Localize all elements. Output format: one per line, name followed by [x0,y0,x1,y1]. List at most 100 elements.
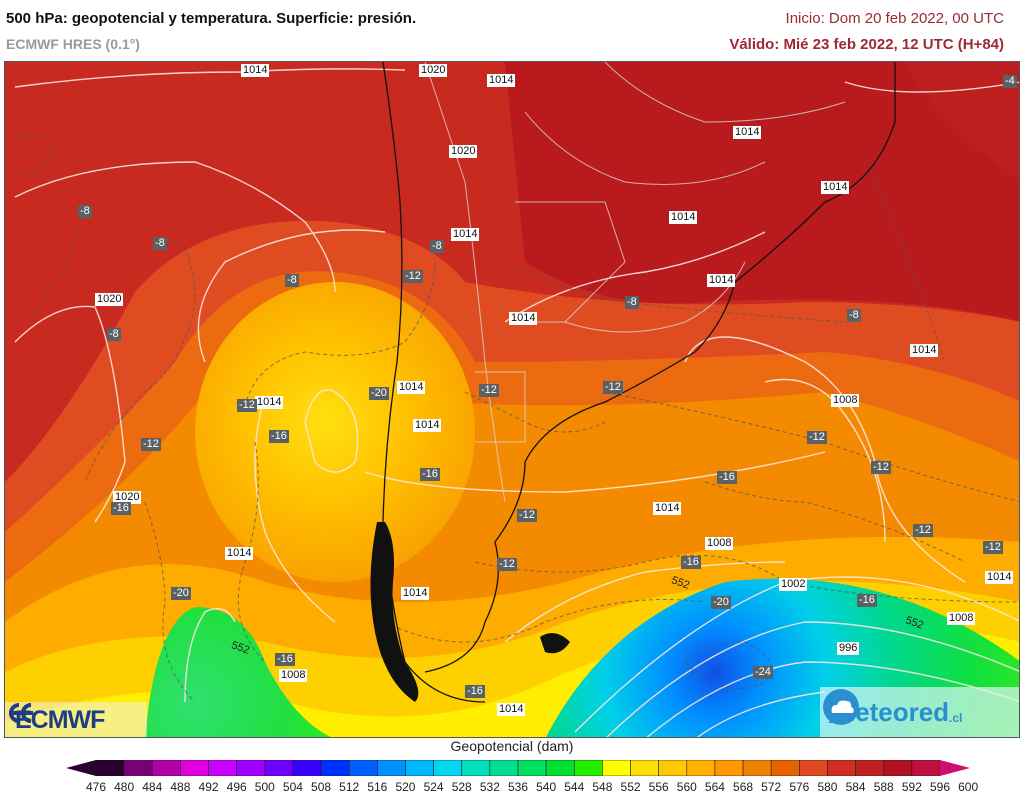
isobar-label: 1020 [113,491,142,504]
isotherm-label: -20 [369,387,389,400]
isotherm-label: -12 [497,558,517,571]
init-time: Inicio: Dom 20 feb 2022, 00 UTC [785,10,1004,27]
colorbar [66,760,970,776]
colorbar-tick-label: 484 [142,780,163,794]
isobar-label: 1008 [947,612,976,625]
isobar-label: 1014 [509,312,538,325]
isotherm-label: -12 [517,509,537,522]
colorbar-swatch [123,760,153,776]
colorbar-swatch [95,760,125,776]
colorbar-swatch [151,760,181,776]
isobar-label: 1014 [413,419,442,432]
colorbar-tick-label: 504 [282,780,303,794]
isobar-label: 1014 [733,126,762,139]
model-name: ECMWF HRES (0.1°) [6,36,140,52]
colorbar-tick-label: 600 [958,780,979,794]
colorbar-under-arrow [66,760,96,776]
isotherm-label: -20 [711,596,731,609]
isobar-label: 1014 [497,703,526,716]
colorbar-tick-label: 560 [676,780,697,794]
colorbar-swatch [348,760,378,776]
isotherm-label: -12 [871,461,891,474]
colorbar-tick-label: 492 [198,780,219,794]
isobar-label: 1014 [487,74,516,87]
colorbar-swatch [461,760,491,776]
colorbar-swatch [573,760,603,776]
colorbar-swatch [770,760,800,776]
isotherm-label: -16 [681,556,701,569]
isotherm-label: -8 [153,237,167,250]
meteored-logo: meteored .cl [820,687,1019,737]
isotherm-label: -20 [171,587,191,600]
isobar-label: 1014 [225,547,254,560]
isobar-label: 1014 [910,344,939,357]
isobar-label: 996 [837,642,860,655]
colorbar-tick-label: 592 [901,780,922,794]
colorbar-ticks: 476 480 484 488 492 496 500 504 508 512 516 520 524 5… [0,780,1024,796]
isobar-label: 1008 [279,669,308,682]
isobar-label: 1014 [669,211,698,224]
colorbar-tick-label: 528 [451,780,472,794]
isobar-label: 1014 [985,571,1014,584]
isotherm-label: -8 [430,240,444,253]
colorbar-swatch [545,760,575,776]
isobar-label: 1014 [707,274,736,287]
isotherm-label: -12 [403,270,423,283]
colorbar-tick-label: 572 [761,780,782,794]
colorbar-swatch [320,760,350,776]
isotherm-label: -16 [465,685,485,698]
colorbar-tick-label: 536 [507,780,529,794]
colorbar-swatch [714,760,744,776]
isobar-label: 1014 [821,181,850,194]
colorbar-swatch [602,760,631,776]
colorbar-swatch [433,760,463,776]
isobar-label: 1008 [831,394,860,407]
isotherm-label: -16 [420,468,440,481]
colorbar-tick-label: 476 [85,780,107,794]
isobar-label: 1014 [401,587,430,600]
isobar-label: 1014 [241,64,270,77]
cloud-bubble-icon [823,689,859,725]
isotherm-label: -12 [603,381,623,394]
colorbar-swatch [180,760,209,776]
isobar-label: 1014 [397,381,426,394]
colorbar-over-arrow [940,760,970,776]
ecmwf-emblem-icon [9,703,33,723]
ecmwf-logo: ECMWF [5,702,147,737]
chart-title: 500 hPa: geopotencial y temperatura. Sup… [6,10,417,27]
isotherm-label: -8 [285,274,299,287]
colorbar-swatch [911,760,941,776]
colorbar-tick-label: 532 [479,780,500,794]
isotherm-label: -8 [107,328,121,341]
colorbar-tick-label: 500 [254,780,275,794]
isobar-label: 1020 [449,145,478,158]
isobar-label: 1008 [705,537,734,550]
isotherm-label: -8 [847,309,861,322]
colorbar-tick-label: 540 [536,780,557,794]
isobar-label: 1020 [95,293,124,306]
isotherm-label: -12 [807,431,827,444]
colorbar-swatch [827,760,856,776]
colorbar-title: Geopotencial (dam) [450,738,574,754]
isotherm-label: -16 [275,653,295,666]
colorbar-tick-label: 580 [817,780,838,794]
colorbar-swatch [377,760,406,776]
colorbar-swatch [264,760,294,776]
colorbar-swatch [658,760,688,776]
meteored-logo-tld: .cl [949,710,963,725]
isotherm-label: -16 [269,430,289,443]
colorbar-swatch [405,760,434,776]
colorbar-tick-label: 568 [733,780,754,794]
isotherm-label: -4 [1003,75,1017,88]
isotherm-label: -24 [753,666,773,679]
isotherm-label: -12 [983,541,1003,554]
colorbar-tick-label: 512 [339,780,360,794]
forecast-map[interactable]: 1014 1020 1014 1020 1014 1014 1014 1014 1014 1020… [4,61,1020,738]
colorbar-swatch [208,760,237,776]
isotherm-label: -12 [237,399,257,412]
isotherm-label: -16 [717,471,737,484]
colorbar-tick-label: 556 [648,780,669,794]
isotherm-label: -12 [479,384,499,397]
colorbar-swatch [517,760,547,776]
colorbar-swatch [489,760,519,776]
